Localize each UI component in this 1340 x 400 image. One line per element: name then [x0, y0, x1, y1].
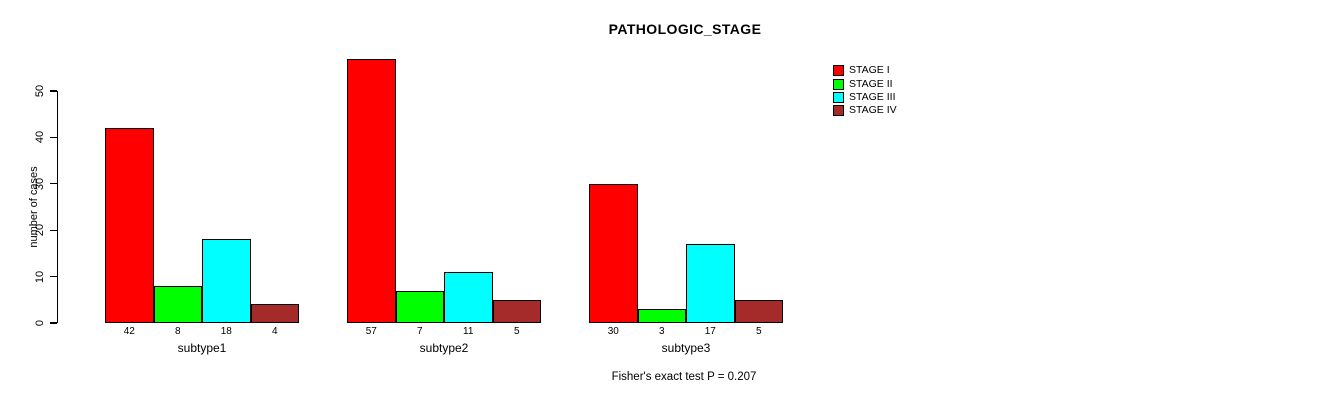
bar-stage-ii-subtype1	[153, 285, 202, 323]
legend-swatch-icon	[833, 78, 844, 90]
bar-value-label: 57	[365, 326, 377, 337]
legend-item-stage-iii: STAGE III	[833, 91, 897, 104]
y-axis-label: number of cases	[28, 166, 40, 248]
y-tick-label: 10	[34, 270, 46, 283]
bar-value-label: 5	[513, 326, 520, 337]
y-axis-line	[57, 91, 59, 323]
legend-label: STAGE I	[849, 64, 890, 77]
chart-title: PATHOLOGIC_STAGE	[608, 21, 762, 37]
legend: STAGE I STAGE II STAGE III STAGE IV	[833, 64, 897, 118]
legend-item-stage-iv: STAGE IV	[833, 104, 897, 117]
bar-value-label: 3	[658, 326, 665, 337]
fisher-test-annotation: Fisher's exact test P = 0.207	[611, 371, 757, 383]
bar-stage-iv-subtype3	[734, 299, 783, 323]
legend-swatch-icon	[833, 105, 844, 117]
bar-value-label: 5	[755, 326, 762, 337]
y-tick-mark	[50, 183, 57, 185]
bar-value-label: 18	[220, 326, 232, 337]
legend-label: STAGE IV	[849, 104, 897, 117]
legend-item-stage-ii: STAGE II	[833, 77, 897, 90]
legend-label: STAGE II	[849, 77, 893, 90]
y-tick-mark	[50, 276, 57, 278]
bar-stage-iv-subtype2	[492, 299, 541, 323]
y-tick-mark	[50, 90, 57, 92]
y-tick-label: 30	[34, 177, 46, 190]
category-label-subtype1: subtype1	[177, 341, 227, 355]
bar-stage-iii-subtype3	[686, 244, 735, 323]
legend-swatch-icon	[833, 91, 844, 103]
bar-stage-iii-subtype2	[444, 271, 493, 323]
bar-value-label: 42	[123, 326, 135, 337]
category-label-subtype2: subtype2	[419, 341, 469, 355]
y-tick-mark	[50, 229, 57, 231]
bar-stage-ii-subtype2	[395, 290, 444, 323]
bar-value-label: 7	[416, 326, 423, 337]
bar-stage-iii-subtype1	[202, 239, 251, 323]
bar-stage-ii-subtype3	[637, 309, 686, 323]
bar-stage-i-subtype2	[347, 58, 396, 323]
bar-value-label: 30	[607, 326, 619, 337]
bar-value-label: 8	[174, 326, 181, 337]
legend-label: STAGE III	[849, 90, 896, 103]
legend-item-stage-i: STAGE I	[833, 64, 897, 77]
category-label-subtype3: subtype3	[661, 341, 711, 355]
legend-swatch-icon	[833, 65, 844, 77]
y-tick-label: 50	[34, 84, 46, 98]
y-tick-mark	[50, 136, 57, 138]
bar-value-label: 17	[704, 326, 716, 337]
bar-stage-iv-subtype1	[250, 304, 299, 323]
bar-value-label: 4	[271, 326, 278, 337]
y-tick-label: 40	[34, 131, 46, 144]
bar-stage-i-subtype3	[589, 183, 638, 323]
y-tick-label: 0	[34, 319, 46, 327]
y-tick-mark	[50, 322, 57, 324]
y-tick-label: 20	[34, 224, 46, 237]
bar-stage-i-subtype1	[105, 128, 154, 323]
bar-value-label: 11	[463, 326, 474, 337]
